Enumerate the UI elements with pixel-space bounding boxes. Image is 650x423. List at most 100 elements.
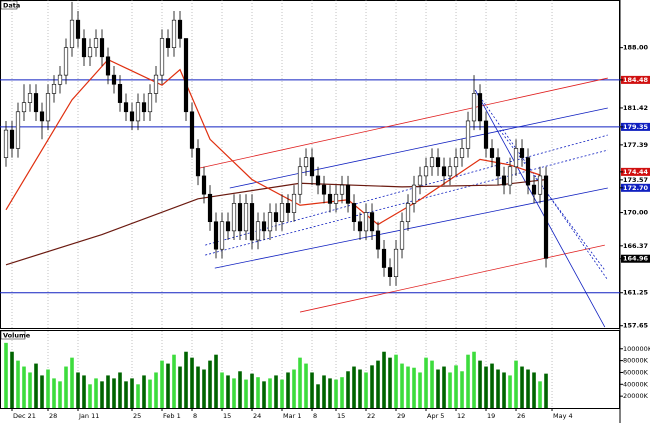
candle-body — [453, 157, 459, 168]
candle-body — [117, 83, 123, 103]
candle-body — [111, 74, 117, 85]
candle-body — [441, 166, 447, 177]
volume-bar — [208, 360, 212, 408]
trend-line — [214, 187, 608, 269]
volume-bar — [196, 366, 200, 408]
volume-bar — [256, 377, 260, 408]
x-tick-label: 8 — [193, 412, 197, 420]
x-tick-label: 15 — [223, 412, 231, 420]
candle-body — [333, 193, 339, 204]
volume-bar — [94, 378, 98, 408]
candle-body — [351, 203, 357, 223]
x-tick-label: 29 — [397, 412, 405, 420]
volume-bar — [220, 372, 224, 408]
volume-bar — [190, 357, 194, 408]
candle-body — [483, 120, 489, 149]
volume-bar — [154, 372, 158, 408]
price-label-box — [621, 167, 650, 176]
volume-bar — [352, 366, 356, 408]
volume-bar — [532, 372, 536, 408]
candle-body — [51, 83, 57, 94]
volume-bar — [472, 351, 476, 408]
candle-body — [447, 166, 453, 177]
volume-bar — [286, 372, 290, 408]
x-tick-label: 12 — [457, 412, 465, 420]
candle-body — [249, 203, 255, 241]
volume-bar — [496, 369, 500, 408]
volume-bar — [448, 372, 452, 408]
volume-bar — [64, 366, 68, 408]
candle-body — [435, 157, 441, 168]
candle-body — [207, 193, 213, 223]
candle-body — [393, 248, 399, 277]
volume-bar — [10, 351, 14, 408]
x-tick-label: 8 — [313, 412, 317, 420]
candle-body — [255, 221, 261, 241]
candle-body — [501, 175, 507, 186]
candle-body — [261, 221, 267, 232]
candle-body — [537, 175, 543, 195]
volume-bar — [454, 365, 458, 408]
candle-body — [135, 102, 141, 122]
volume-bar — [238, 371, 242, 408]
volume-bar — [514, 360, 518, 408]
volume-bar — [28, 372, 32, 408]
candle-body — [381, 248, 387, 268]
volume-bar — [394, 354, 398, 408]
volume-bar — [358, 369, 362, 408]
candle-body — [243, 203, 249, 232]
candle-body — [363, 212, 369, 232]
volume-bar — [538, 381, 542, 408]
price-label-box — [621, 183, 650, 192]
candle-body — [423, 166, 429, 177]
candle-body — [327, 193, 333, 204]
candle-body — [471, 93, 477, 122]
trend-line — [205, 149, 608, 256]
x-tick-label: May 4 — [553, 412, 573, 420]
y-tick-label: 173.57 — [623, 176, 648, 184]
volume-bar — [382, 351, 386, 408]
volume-bar — [328, 378, 332, 408]
candle-body — [399, 221, 405, 250]
volume-bar — [274, 375, 278, 408]
volume-bar — [316, 384, 320, 408]
trend-line — [205, 134, 608, 246]
candle-body — [543, 175, 549, 259]
volume-bar — [202, 369, 206, 408]
volume-bar — [58, 381, 62, 408]
candle-body — [303, 157, 309, 168]
volume-bar — [406, 366, 410, 408]
candle-body — [411, 184, 417, 204]
candle-body — [231, 203, 237, 232]
volume-bar — [334, 379, 338, 408]
volume-title-box — [0, 330, 26, 340]
volume-tick-label: 40000K — [623, 380, 649, 388]
y-tick-label: 157.65 — [623, 322, 649, 330]
candle-body — [297, 166, 303, 195]
volume-bar — [430, 360, 434, 408]
volume-bar — [310, 372, 314, 408]
volume-bar — [166, 363, 170, 408]
volume-tick-label: 100000K — [623, 345, 650, 353]
candle-body — [3, 129, 9, 158]
candle-body — [69, 19, 75, 48]
volume-bar — [292, 369, 296, 408]
volume-bar — [322, 375, 326, 408]
candle-body — [507, 166, 513, 186]
volume-bar — [250, 373, 254, 408]
candle-body — [15, 111, 21, 149]
candle-body — [153, 74, 159, 94]
candle-body — [369, 212, 375, 232]
y-tick-label: 181.42 — [623, 104, 648, 112]
candle-body — [183, 38, 189, 113]
volume-bar — [136, 384, 140, 408]
candle-body — [159, 38, 165, 76]
candle-body — [195, 148, 201, 177]
price-label-box — [621, 254, 650, 263]
volume-bar — [412, 367, 416, 408]
volume-bar — [226, 375, 230, 408]
candle-body — [375, 230, 381, 250]
y-tick-label: 161.25 — [623, 289, 649, 297]
